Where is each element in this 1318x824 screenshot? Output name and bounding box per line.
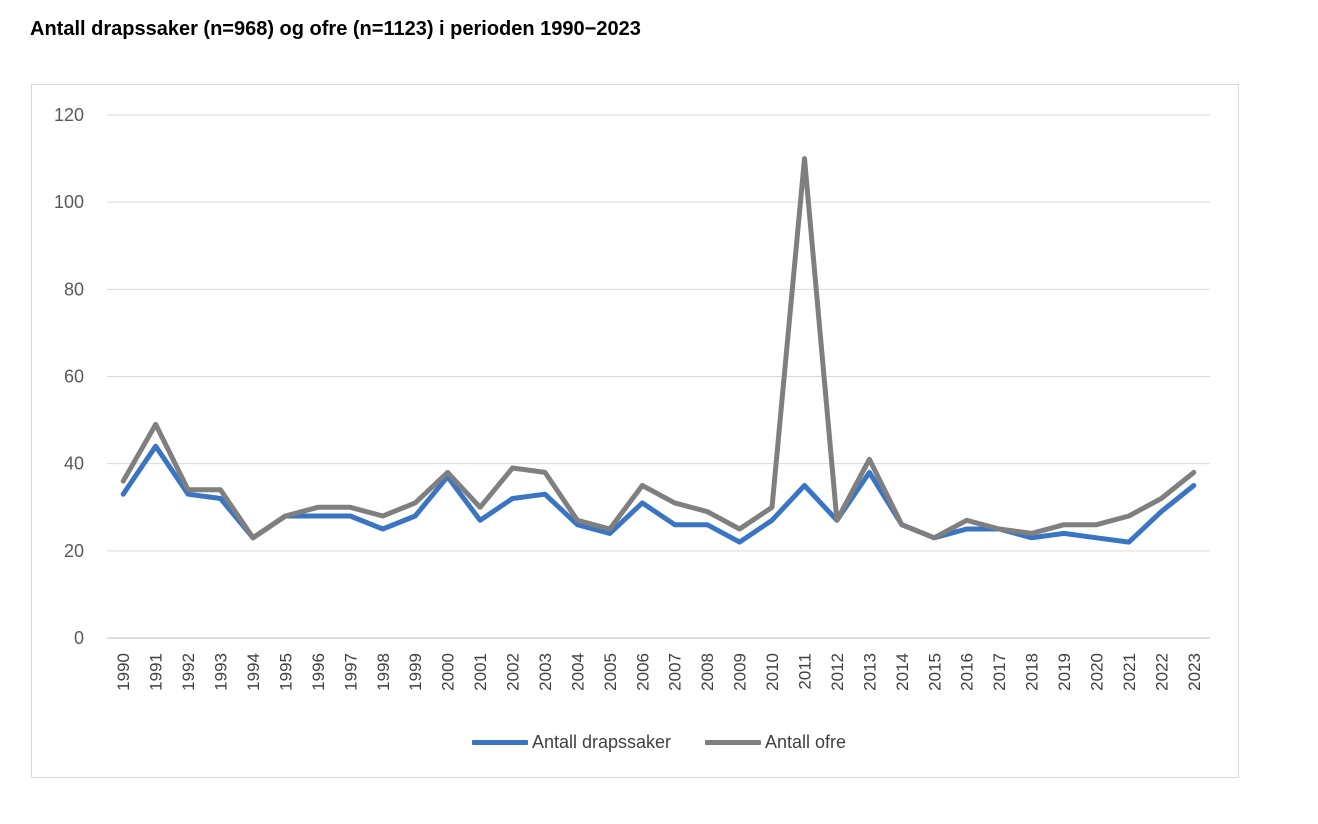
x-tick-label: 1997: [341, 653, 360, 691]
x-tick-label: 1991: [147, 653, 166, 691]
x-tick-label: 2000: [439, 653, 458, 691]
x-tick-label: 1996: [309, 653, 328, 691]
x-tick-label: 2012: [828, 653, 847, 691]
x-tick-label: 2013: [860, 653, 879, 691]
x-tick-label: 2023: [1185, 653, 1204, 691]
x-tick-label: 2018: [1023, 653, 1042, 691]
x-tick-label: 2007: [666, 653, 685, 691]
x-tick-label: 2022: [1152, 653, 1171, 691]
series-line-ofre: [120, 156, 1197, 541]
x-tick-label: 2011: [795, 653, 814, 690]
x-tick-label: 1992: [179, 653, 198, 691]
x-tick-label: 2001: [471, 653, 490, 691]
legend-swatch-ofre: [705, 739, 762, 745]
legend: Antall drapssaker Antall ofre: [0, 728, 1318, 756]
y-tick-label: 100: [54, 192, 84, 212]
y-tick-label: 60: [64, 367, 84, 387]
x-tick-label: 1990: [114, 653, 133, 691]
chart-title: Antall drapssaker (n=968) og ofre (n=112…: [30, 18, 641, 40]
x-tick-label: 2003: [536, 653, 555, 691]
x-tick-label: 2004: [568, 653, 587, 691]
y-tick-label: 40: [64, 454, 84, 474]
legend-swatch-drapssaker: [471, 739, 528, 745]
y-tick-label: 20: [64, 541, 84, 561]
y-tick-label: 80: [64, 279, 84, 299]
chart-area: [31, 84, 1239, 778]
x-tick-label: 2010: [763, 653, 782, 691]
x-tick-label: 2002: [504, 653, 523, 691]
x-tick-label: 2014: [893, 653, 912, 691]
x-tick-label: 1995: [276, 653, 295, 691]
legend-item-drapssaker: Antall drapssaker: [471, 731, 672, 753]
x-tick-label: 2021: [1120, 653, 1139, 691]
y-tick-label: 0: [74, 628, 84, 648]
x-tick-label: 1994: [244, 653, 263, 691]
x-tick-label: 1998: [374, 653, 393, 691]
x-tick-label: 2005: [601, 653, 620, 691]
y-tick-label: 120: [54, 105, 84, 125]
legend-label-drapssaker: Antall drapssaker: [531, 731, 672, 752]
x-tick-label: 2017: [990, 653, 1009, 691]
x-tick-label: 2016: [958, 653, 977, 691]
x-tick-label: 2015: [925, 653, 944, 691]
legend-item-ofre: Antall ofre: [705, 732, 846, 753]
x-tick-label: 2020: [1087, 653, 1106, 691]
legend-label-ofre: Antall ofre: [765, 731, 847, 752]
x-tick-label: 1993: [212, 653, 231, 691]
x-tick-label: 2019: [1055, 653, 1074, 691]
x-tick-label: 2008: [698, 653, 717, 691]
x-tick-label: 2009: [731, 653, 750, 691]
x-tick-label: 1999: [406, 653, 425, 691]
x-tick-label: 2006: [633, 653, 652, 691]
